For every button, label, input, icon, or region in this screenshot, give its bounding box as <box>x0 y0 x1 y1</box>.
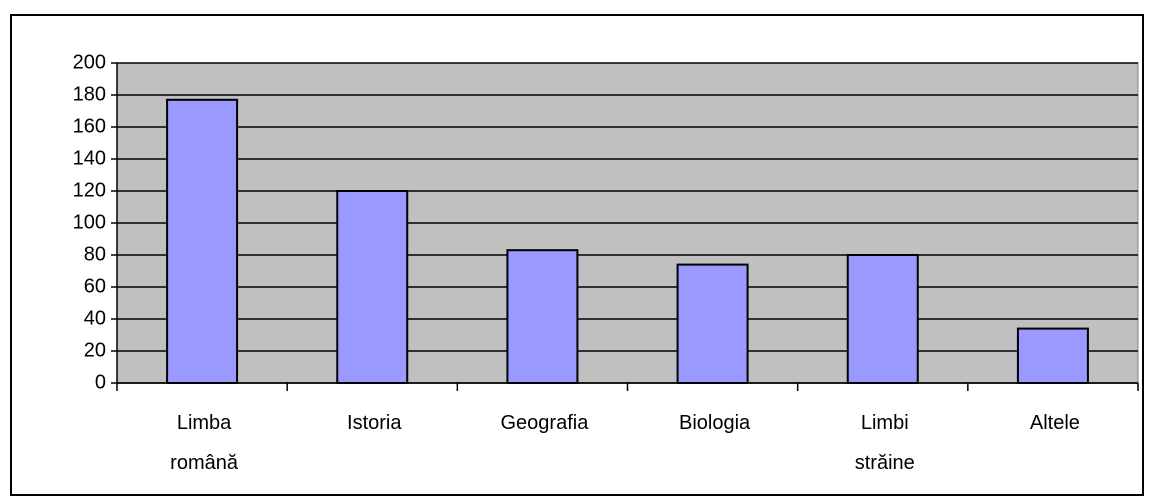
y-tick-label: 160 <box>73 115 106 137</box>
x-tick-label: Istoria <box>347 412 402 434</box>
x-tick-label: Altele <box>1029 412 1080 434</box>
y-tick-label: 40 <box>84 307 106 329</box>
bar <box>336 190 409 384</box>
x-tick-label: Geografia <box>500 412 589 434</box>
bar <box>676 263 749 385</box>
y-tick-label: 0 <box>95 371 106 393</box>
y-tick-label: 140 <box>73 147 106 169</box>
x-tick-label: Limbi străine <box>854 412 915 474</box>
y-tick-label: 60 <box>84 275 106 297</box>
x-tick-label: Limba română <box>170 412 238 474</box>
y-tick-label: 180 <box>73 83 106 105</box>
bar <box>506 249 579 384</box>
bar <box>846 254 919 384</box>
y-tick-label: 120 <box>73 179 106 201</box>
x-tick-label: Biologia <box>678 412 751 434</box>
y-tick-label: 80 <box>84 243 106 265</box>
y-tick-label: 100 <box>73 211 106 233</box>
y-tick-label: 200 <box>73 51 106 73</box>
bar <box>166 98 239 385</box>
bar <box>1016 327 1089 385</box>
y-tick-label: 20 <box>84 339 106 361</box>
